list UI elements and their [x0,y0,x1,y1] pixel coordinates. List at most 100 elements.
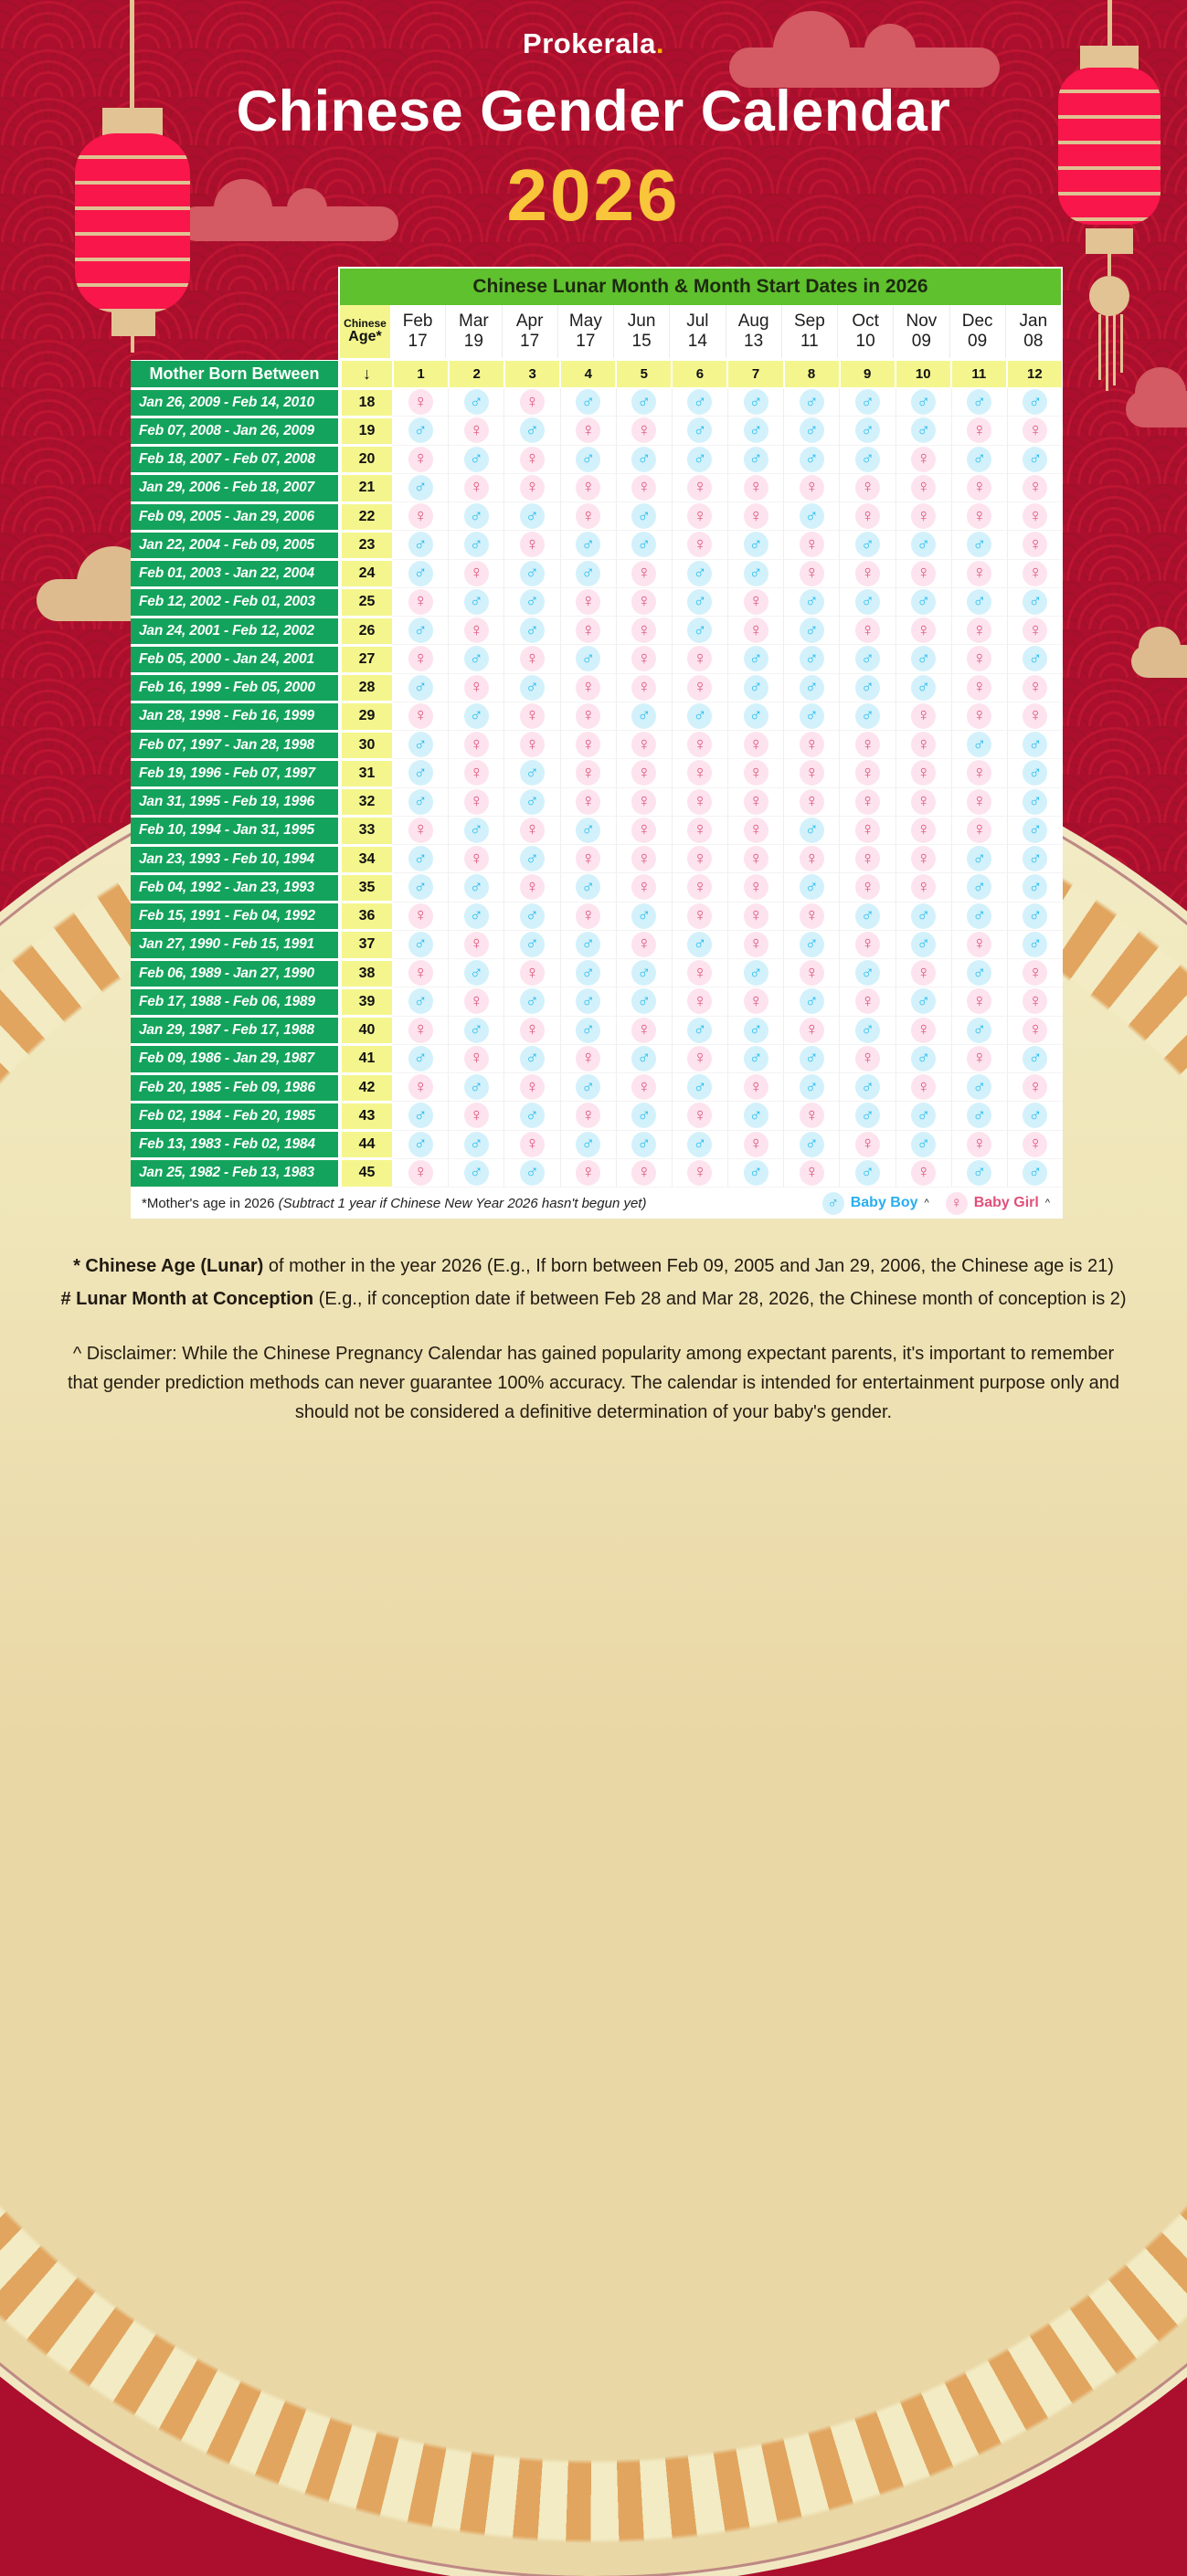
gender-cell: ♀ [672,673,729,702]
baby-girl-symbol: ♀ [576,903,601,929]
gender-cell: ♂ [896,902,952,931]
gender-cell: ♀ [560,731,617,760]
gender-cell: ♀ [616,1016,673,1045]
lantern-icon [1053,0,1171,429]
gender-cell: ♀ [504,731,561,760]
birth-range-cell: Jan 26, 2009 - Feb 14, 2010 [131,389,338,416]
gender-cell: ♂ [784,873,841,903]
gender-cell: ♂ [896,930,952,959]
gender-cell: ♂ [672,617,729,646]
baby-boy-symbol: ♂ [463,960,489,987]
baby-boy-symbol: ♂ [408,931,433,957]
baby-girl-symbol: ♀ [743,903,768,929]
baby-girl-symbol: ♀ [945,1191,968,1215]
gender-cell: ♀ [728,930,785,959]
baby-boy-symbol: ♂ [519,846,545,872]
baby-girl-symbol: ♀ [854,503,880,530]
gender-cell: ♂ [393,417,450,446]
baby-boy-symbol: ♂ [631,702,657,729]
table-row: Feb 07, 1997 - Jan 28, 1998 30 ♂ ♀ ♀ ♀ ♀ ♀ ♀ ♀ ♀ ♀ ♂… [131,731,1064,760]
gender-cell: ♂ [951,902,1008,931]
baby-girl-symbol: ♀ [463,732,489,758]
baby-boy-symbol: ♂ [854,1103,880,1129]
gender-cell: ♂ [504,1102,561,1131]
gender-cell: ♀ [504,531,561,560]
gender-cell: ♀ [449,731,505,760]
gender-cell: ♂ [672,388,729,417]
gender-cell: ♀ [728,1073,785,1103]
gender-cell: ♂ [560,531,617,560]
gender-cell: ♀ [951,502,1008,532]
baby-boy-symbol: ♂ [687,417,713,444]
gender-cell: ♂ [393,731,450,760]
baby-boy-symbol: ♂ [576,1074,601,1101]
baby-girl-symbol: ♀ [631,588,657,615]
gender-cell: ♀ [896,959,952,988]
gender-cell: ♂ [728,388,785,417]
gender-cell: ♂ [784,930,841,959]
baby-girl-symbol: ♀ [519,702,545,729]
baby-girl-symbol: ♀ [799,732,824,758]
baby-boy-symbol: ♂ [911,389,937,416]
baby-girl-symbol: ♀ [687,874,713,901]
gender-cell: ♀ [672,787,729,817]
gender-cell: ♀ [784,959,841,988]
baby-girl-symbol: ♀ [631,732,657,758]
gender-cell: ♂ [840,388,896,417]
gender-cell: ♀ [449,1102,505,1131]
baby-girl-symbol: ♀ [687,960,713,987]
gender-cell: ♀ [504,1016,561,1045]
baby-boy-symbol: ♂ [576,532,601,558]
baby-girl-symbol: ♀ [854,846,880,872]
gender-cell: ♀ [504,959,561,988]
table-row: Feb 01, 2003 - Jan 22, 2004 24 ♂ ♀ ♂ ♂ ♀ ♂ ♂ ♀ ♀ ♀ ♀… [131,559,1064,588]
gender-cell: ♂ [672,1016,729,1045]
birth-range-cell: Feb 09, 2005 - Jan 29, 2006 [131,503,338,530]
baby-girl-symbol: ♀ [463,788,489,815]
baby-boy-symbol: ♂ [519,903,545,929]
baby-girl-symbol: ♀ [799,1159,824,1186]
gender-cell: ♀ [951,987,1008,1017]
gender-cell: ♂ [1007,873,1064,903]
baby-boy-symbol: ♂ [854,588,880,615]
gender-cell: ♀ [951,559,1008,588]
gender-cell: ♀ [728,873,785,903]
baby-girl-symbol: ♀ [408,446,433,472]
baby-boy-symbol: ♂ [743,446,768,472]
gender-cell: ♂ [951,531,1008,560]
baby-girl-symbol: ♀ [854,788,880,815]
age-cell: 38 [342,960,392,987]
gender-cell: ♀ [672,645,729,674]
gender-cell: ♂ [504,845,561,874]
table-row: Jan 24, 2001 - Feb 12, 2002 26 ♂ ♀ ♂ ♀ ♀ ♂ ♀ ♂ ♀ ♀ ♀… [131,617,1064,646]
baby-girl-symbol: ♀ [854,760,880,787]
table-row: Feb 06, 1989 - Jan 27, 1990 38 ♀ ♂ ♀ ♂ ♂ ♀ ♂ ♀ ♂ ♀ ♂… [131,959,1064,988]
baby-girl-symbol: ♀ [911,817,937,843]
gender-cell: ♀ [449,759,505,788]
baby-boy-symbol: ♂ [408,732,433,758]
age-cell: 30 [342,732,392,758]
baby-girl-symbol: ♀ [408,389,433,416]
gender-cell: ♀ [840,930,896,959]
gender-cell: ♂ [504,617,561,646]
baby-girl-symbol: ♀ [854,931,880,957]
gender-cell: ♀ [616,417,673,446]
baby-girl-symbol: ♀ [687,903,713,929]
logo-dot: . [655,27,664,59]
age-cell: 23 [342,532,392,558]
gender-cell: ♀ [896,702,952,731]
gender-cell: ♂ [504,502,561,532]
gender-cell: ♂ [728,1102,785,1131]
baby-girl-symbol: ♀ [631,1074,657,1101]
baby-boy-symbol: ♂ [576,931,601,957]
gender-cell: ♂ [449,873,505,903]
lantern-string [130,0,134,110]
gender-cell: ♀ [896,787,952,817]
baby-boy-symbol: ♂ [519,788,545,815]
baby-girl-symbol: ♀ [743,788,768,815]
baby-girl-symbol: ♀ [911,960,937,987]
baby-girl-symbol: ♀ [1023,417,1048,444]
gender-cell: ♀ [896,617,952,646]
baby-girl-symbol: ♀ [408,1159,433,1186]
baby-girl-symbol: ♀ [911,788,937,815]
